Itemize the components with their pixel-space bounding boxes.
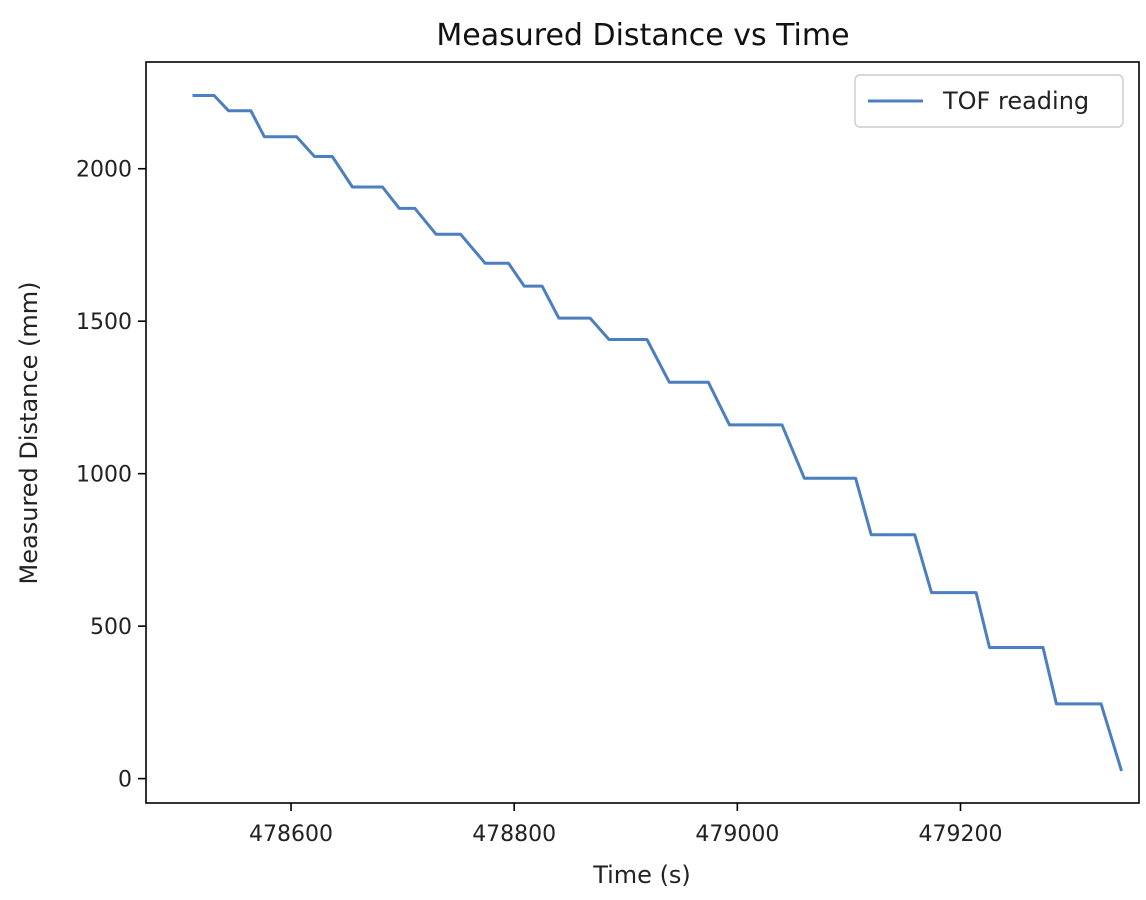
x-tick-label: 479200 <box>918 822 1002 847</box>
y-tick-label: 500 <box>90 615 132 640</box>
series-layer <box>192 94 1123 772</box>
x-tick-label: 478800 <box>472 822 556 847</box>
x-axis-ticks: 478600 478800 479000 479200 <box>249 803 1002 847</box>
y-tick-label: 2000 <box>76 158 132 183</box>
legend-box <box>854 74 1124 128</box>
plot-area-frame <box>145 61 1140 804</box>
x-tick-label: 479000 <box>695 822 779 847</box>
series-line-tof-reading <box>192 94 1123 772</box>
y-tick-label: 1500 <box>76 310 132 335</box>
y-axis-label: Measured Distance (mm) <box>15 282 43 585</box>
x-axis-label: Time (s) <box>592 861 691 889</box>
y-tick-label: 1000 <box>76 463 132 488</box>
chart-title: Measured Distance vs Time <box>436 18 849 53</box>
y-axis-ticks: 0 500 1000 1500 2000 <box>76 158 146 793</box>
x-tick-label: 478600 <box>249 822 333 847</box>
legend: TOF reading <box>854 74 1124 128</box>
y-tick-label: 0 <box>118 768 132 793</box>
legend-label-tof-reading: TOF reading <box>942 87 1089 115</box>
